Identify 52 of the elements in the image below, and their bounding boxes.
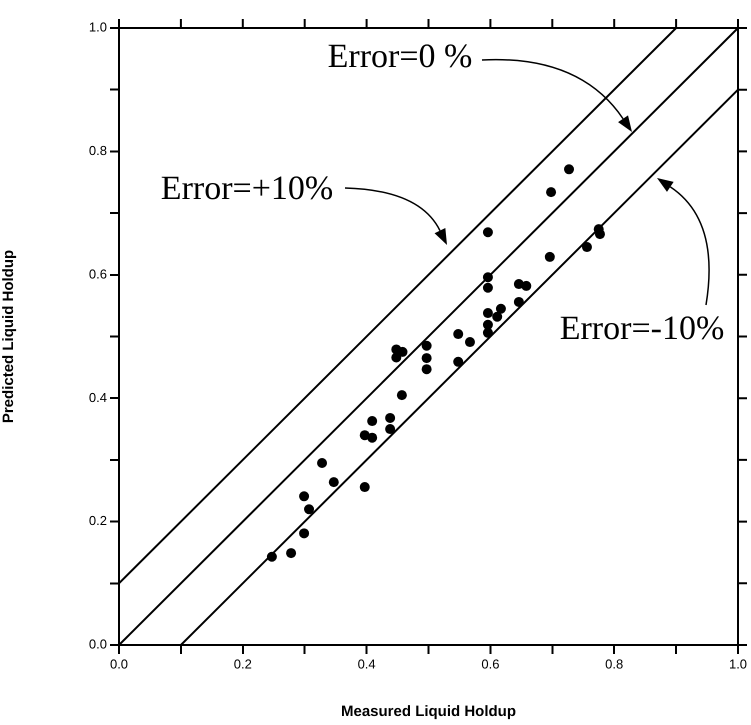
y-tick-label: 1.0 bbox=[88, 20, 107, 35]
point bbox=[453, 356, 464, 367]
point bbox=[367, 416, 378, 426]
point bbox=[266, 552, 277, 562]
x-tick-label: 0.0 bbox=[110, 656, 128, 672]
point bbox=[492, 312, 502, 322]
y-tick-label: 0.6 bbox=[88, 266, 107, 282]
point bbox=[299, 528, 310, 538]
point bbox=[385, 424, 396, 434]
y-tick-label: 0.0 bbox=[88, 636, 107, 652]
point bbox=[317, 458, 328, 468]
point bbox=[396, 390, 407, 400]
point bbox=[422, 353, 432, 364]
point bbox=[482, 308, 493, 318]
point bbox=[422, 364, 432, 374]
point bbox=[514, 296, 524, 307]
point bbox=[391, 352, 402, 362]
point bbox=[496, 304, 506, 314]
point bbox=[328, 477, 339, 488]
x-tick-label: 0.4 bbox=[358, 656, 376, 672]
y-tick-label: 0.2 bbox=[88, 513, 107, 528]
annotation: Error=+10% bbox=[160, 170, 334, 207]
point bbox=[546, 187, 556, 198]
x-tick-label: 0.2 bbox=[234, 656, 252, 672]
point bbox=[360, 482, 370, 492]
point bbox=[582, 242, 592, 252]
point bbox=[521, 280, 532, 291]
point bbox=[299, 491, 310, 502]
x-tick-label: 1.0 bbox=[728, 656, 748, 672]
point bbox=[482, 227, 493, 238]
point bbox=[453, 329, 464, 340]
point bbox=[544, 252, 555, 262]
x-axis-title: Measured Liquid Holdup bbox=[341, 703, 516, 720]
annotation: Error=0 % bbox=[328, 38, 472, 75]
point bbox=[482, 328, 493, 338]
point bbox=[304, 504, 314, 514]
point bbox=[594, 229, 605, 240]
point bbox=[385, 412, 396, 423]
x-tick-label: 0.6 bbox=[481, 656, 500, 672]
point bbox=[398, 346, 408, 357]
point bbox=[482, 282, 493, 293]
point bbox=[464, 337, 475, 348]
y-tick-label: 0.4 bbox=[88, 390, 107, 405]
point bbox=[286, 548, 296, 558]
y-tick-label: 0.8 bbox=[88, 142, 107, 158]
annotation: Error=-10% bbox=[560, 310, 724, 347]
point bbox=[367, 432, 378, 443]
x-tick-label: 0.8 bbox=[605, 656, 624, 672]
y-axis-title: Predicted Liquid Holdup bbox=[0, 250, 18, 424]
point bbox=[422, 340, 432, 351]
point bbox=[482, 272, 493, 282]
point bbox=[564, 164, 574, 174]
